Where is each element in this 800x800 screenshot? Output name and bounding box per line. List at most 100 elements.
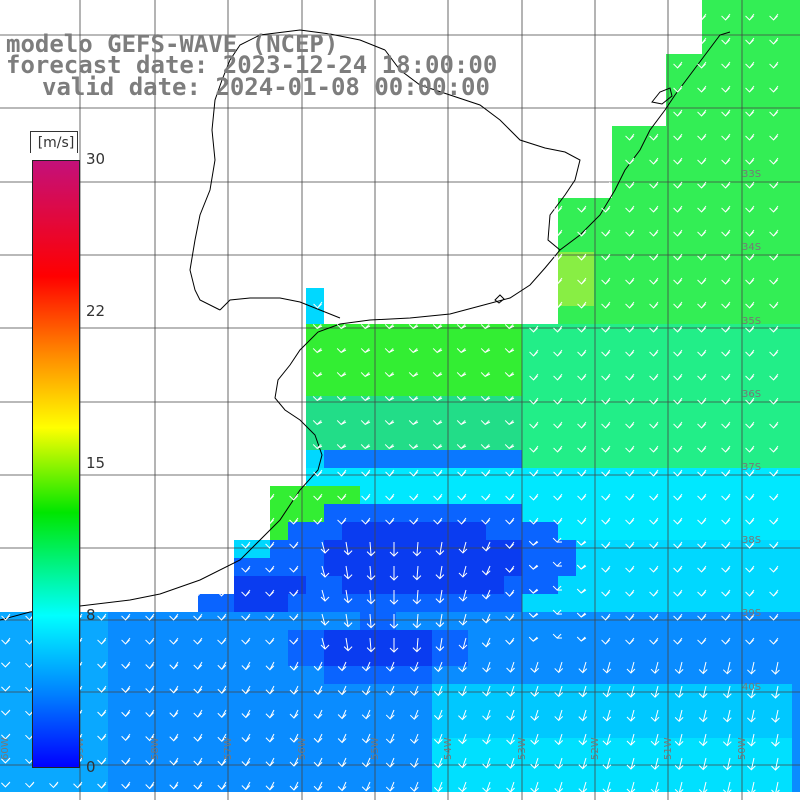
wind-arrow [289, 757, 299, 767]
wind-arrow [25, 781, 35, 788]
wind-speed-cell [702, 414, 720, 432]
wind-arrow [673, 397, 683, 405]
wind-speed-cell [504, 468, 522, 486]
wind-speed-cell [594, 342, 612, 360]
wind-speed-cell [306, 594, 324, 612]
wind-speed-cell [288, 576, 306, 594]
wind-speed-cell [342, 504, 360, 522]
wind-speed-cell [774, 702, 792, 720]
wind-speed-cell [252, 684, 270, 702]
wind-speed-cell [648, 594, 666, 612]
wind-arrow [722, 661, 732, 675]
wind-speed-cell [468, 414, 486, 432]
wind-arrow [529, 469, 539, 477]
wind-speed-cell [720, 252, 738, 270]
wind-speed-cell [630, 522, 648, 540]
wind-arrow [553, 325, 563, 333]
wind-arrow [552, 609, 563, 615]
wind-arrow [336, 396, 347, 402]
wind-arrow [456, 396, 467, 402]
wind-arrow [434, 661, 443, 673]
wind-arrow [435, 613, 445, 628]
wind-arrow [576, 612, 587, 618]
wind-speed-cell [108, 666, 126, 684]
wind-arrow [217, 709, 227, 718]
wind-speed-cell [432, 702, 450, 720]
wind-speed-cell [792, 90, 800, 108]
wind-arrow [456, 324, 467, 330]
wind-speed-cell [774, 198, 792, 216]
wind-speed-cell [738, 486, 756, 504]
wind-speed-cell [414, 648, 432, 666]
wind-arrow [193, 685, 203, 694]
wind-arrow [193, 637, 203, 645]
wind-arrow [697, 277, 707, 285]
wind-speed-cell [468, 522, 486, 540]
colorbar-tick-label: 15 [86, 454, 106, 472]
wind-arrow [625, 277, 635, 285]
wind-arrow [745, 589, 755, 597]
wind-speed-cell [432, 558, 450, 576]
wind-speed-cell [252, 738, 270, 756]
wind-speed-cell [414, 486, 432, 504]
wind-speed-cell [432, 324, 450, 342]
wind-speed-cell [414, 684, 432, 702]
wind-arrow [602, 781, 612, 794]
wind-speed-cell [702, 180, 720, 198]
wind-speed-cell [630, 648, 648, 666]
wind-speed-cell [396, 558, 414, 576]
wind-speed-cell [702, 216, 720, 234]
wind-speed-cell [18, 720, 36, 738]
wind-speed-cell [540, 558, 558, 576]
wind-arrow [458, 541, 468, 554]
wind-arrow [626, 709, 636, 722]
wind-arrow [576, 564, 587, 570]
wind-arrow [366, 613, 376, 629]
wind-arrow [601, 325, 611, 333]
wind-speed-cell [774, 54, 792, 72]
wind-arrow [289, 781, 299, 791]
wind-speed-cell [702, 576, 720, 594]
wind-arrow [320, 565, 330, 578]
wind-arrow [217, 781, 227, 790]
wind-speed-cell [774, 630, 792, 648]
wind-speed-cell [540, 360, 558, 378]
wind-arrow [673, 517, 683, 525]
wind-arrow [529, 349, 539, 357]
wind-speed-cell [738, 432, 756, 450]
wind-arrow [217, 757, 227, 766]
wind-arrow [721, 493, 731, 501]
wind-arrow [745, 85, 755, 93]
wind-speed-cell [468, 378, 486, 396]
wind-arrow [433, 517, 443, 525]
wind-speed-cell [432, 648, 450, 666]
wind-arrow [601, 541, 611, 549]
wind-speed-cell [378, 360, 396, 378]
wind-speed-cell [378, 486, 396, 504]
wind-speed-cell [486, 738, 504, 756]
wind-arrow [121, 613, 131, 621]
wind-speed-cell [342, 414, 360, 432]
wind-arrow [241, 565, 251, 573]
wind-speed-cell [558, 252, 576, 270]
wind-speed-cell [108, 774, 126, 792]
wind-arrow [721, 133, 731, 141]
wind-arrow [145, 781, 155, 790]
wind-speed-cell [486, 612, 504, 630]
wind-arrow [313, 661, 323, 671]
wind-speed-cell [756, 378, 774, 396]
wind-arrow [553, 517, 563, 525]
wind-speed-cell [738, 378, 756, 396]
wind-arrow [769, 469, 779, 477]
wind-speed-cell [684, 198, 702, 216]
wind-speed-cell [630, 396, 648, 414]
wind-arrow [745, 13, 755, 21]
wind-speed-cell [792, 54, 800, 72]
wind-speed-cell [396, 738, 414, 756]
wind-speed-cell [414, 324, 432, 342]
wind-arrow [409, 661, 419, 672]
wind-speed-cell [756, 306, 774, 324]
wind-speed-cell [378, 450, 396, 468]
wind-speed-cell [558, 504, 576, 522]
wind-speed-cell [738, 216, 756, 234]
